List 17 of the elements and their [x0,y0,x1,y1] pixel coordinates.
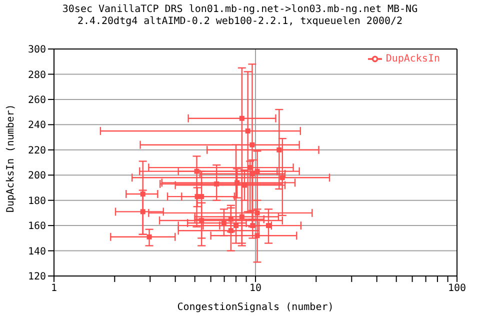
legend-label: DupAcksIn [386,54,440,65]
x-axis-title: CongestionSignals (number) [177,302,334,313]
y-tick-label: 140 [28,246,46,258]
y-tick-label: 300 [28,44,46,56]
y-tick-label: 180 [28,196,46,207]
y-tick-label: 280 [28,70,46,81]
chart-title: 30sec VanillaTCP DRS lon01.mb-ng.net->lon03.mb-ng.net MB-NG 2.4.20dtg4 altAIMD-0.2 web100-2.2.1, txqueuelen 2000/2 [62,4,418,27]
x-tick-label: 100 [448,283,466,294]
y-tick-label: 240 [28,120,46,132]
y-axis-title: DupAcksIn (number) [6,104,17,212]
y-tick-label: 260 [28,94,46,106]
y-tick-label: 160 [28,221,46,232]
y-tick-label: 200 [28,170,46,182]
x-tick-label: 1 [50,283,58,294]
y-tick-label: 120 [28,272,46,283]
x-tick-label: 10 [249,283,262,294]
y-tick-label: 220 [28,145,46,156]
